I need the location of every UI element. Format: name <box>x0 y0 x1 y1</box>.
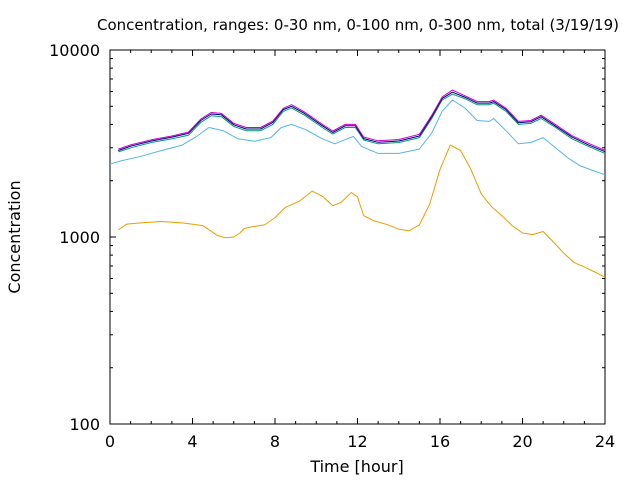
series-line-2 <box>109 99 606 176</box>
series-group <box>109 89 606 278</box>
x-tick-label: 16 <box>430 432 450 451</box>
series-line-1 <box>118 144 606 278</box>
chart-title: Concentration, ranges: 0-30 nm, 0-100 nm… <box>97 16 619 34</box>
y-axis: 100 1000 10000 <box>49 41 605 434</box>
y-tick-label: 1000 <box>59 228 100 247</box>
series-line-4 <box>118 91 606 153</box>
series-line-3 <box>118 93 606 154</box>
x-tick-label: 20 <box>512 432 532 451</box>
x-tick-label: 12 <box>347 432 367 451</box>
y-tick-label: 10000 <box>49 41 100 60</box>
x-tick-label: 8 <box>270 432 280 451</box>
x-tick-label: 24 <box>595 432 615 451</box>
x-axis-label: Time [hour] <box>309 457 403 476</box>
series-line-5 <box>118 89 606 151</box>
y-axis-label: Concentration <box>5 180 24 293</box>
y-tick-label: 100 <box>69 415 100 434</box>
x-axis: 0 4 8 12 16 20 24 <box>105 50 615 451</box>
plot-area <box>109 49 606 425</box>
x-tick-label: 4 <box>187 432 197 451</box>
x-tick-label: 0 <box>105 432 115 451</box>
